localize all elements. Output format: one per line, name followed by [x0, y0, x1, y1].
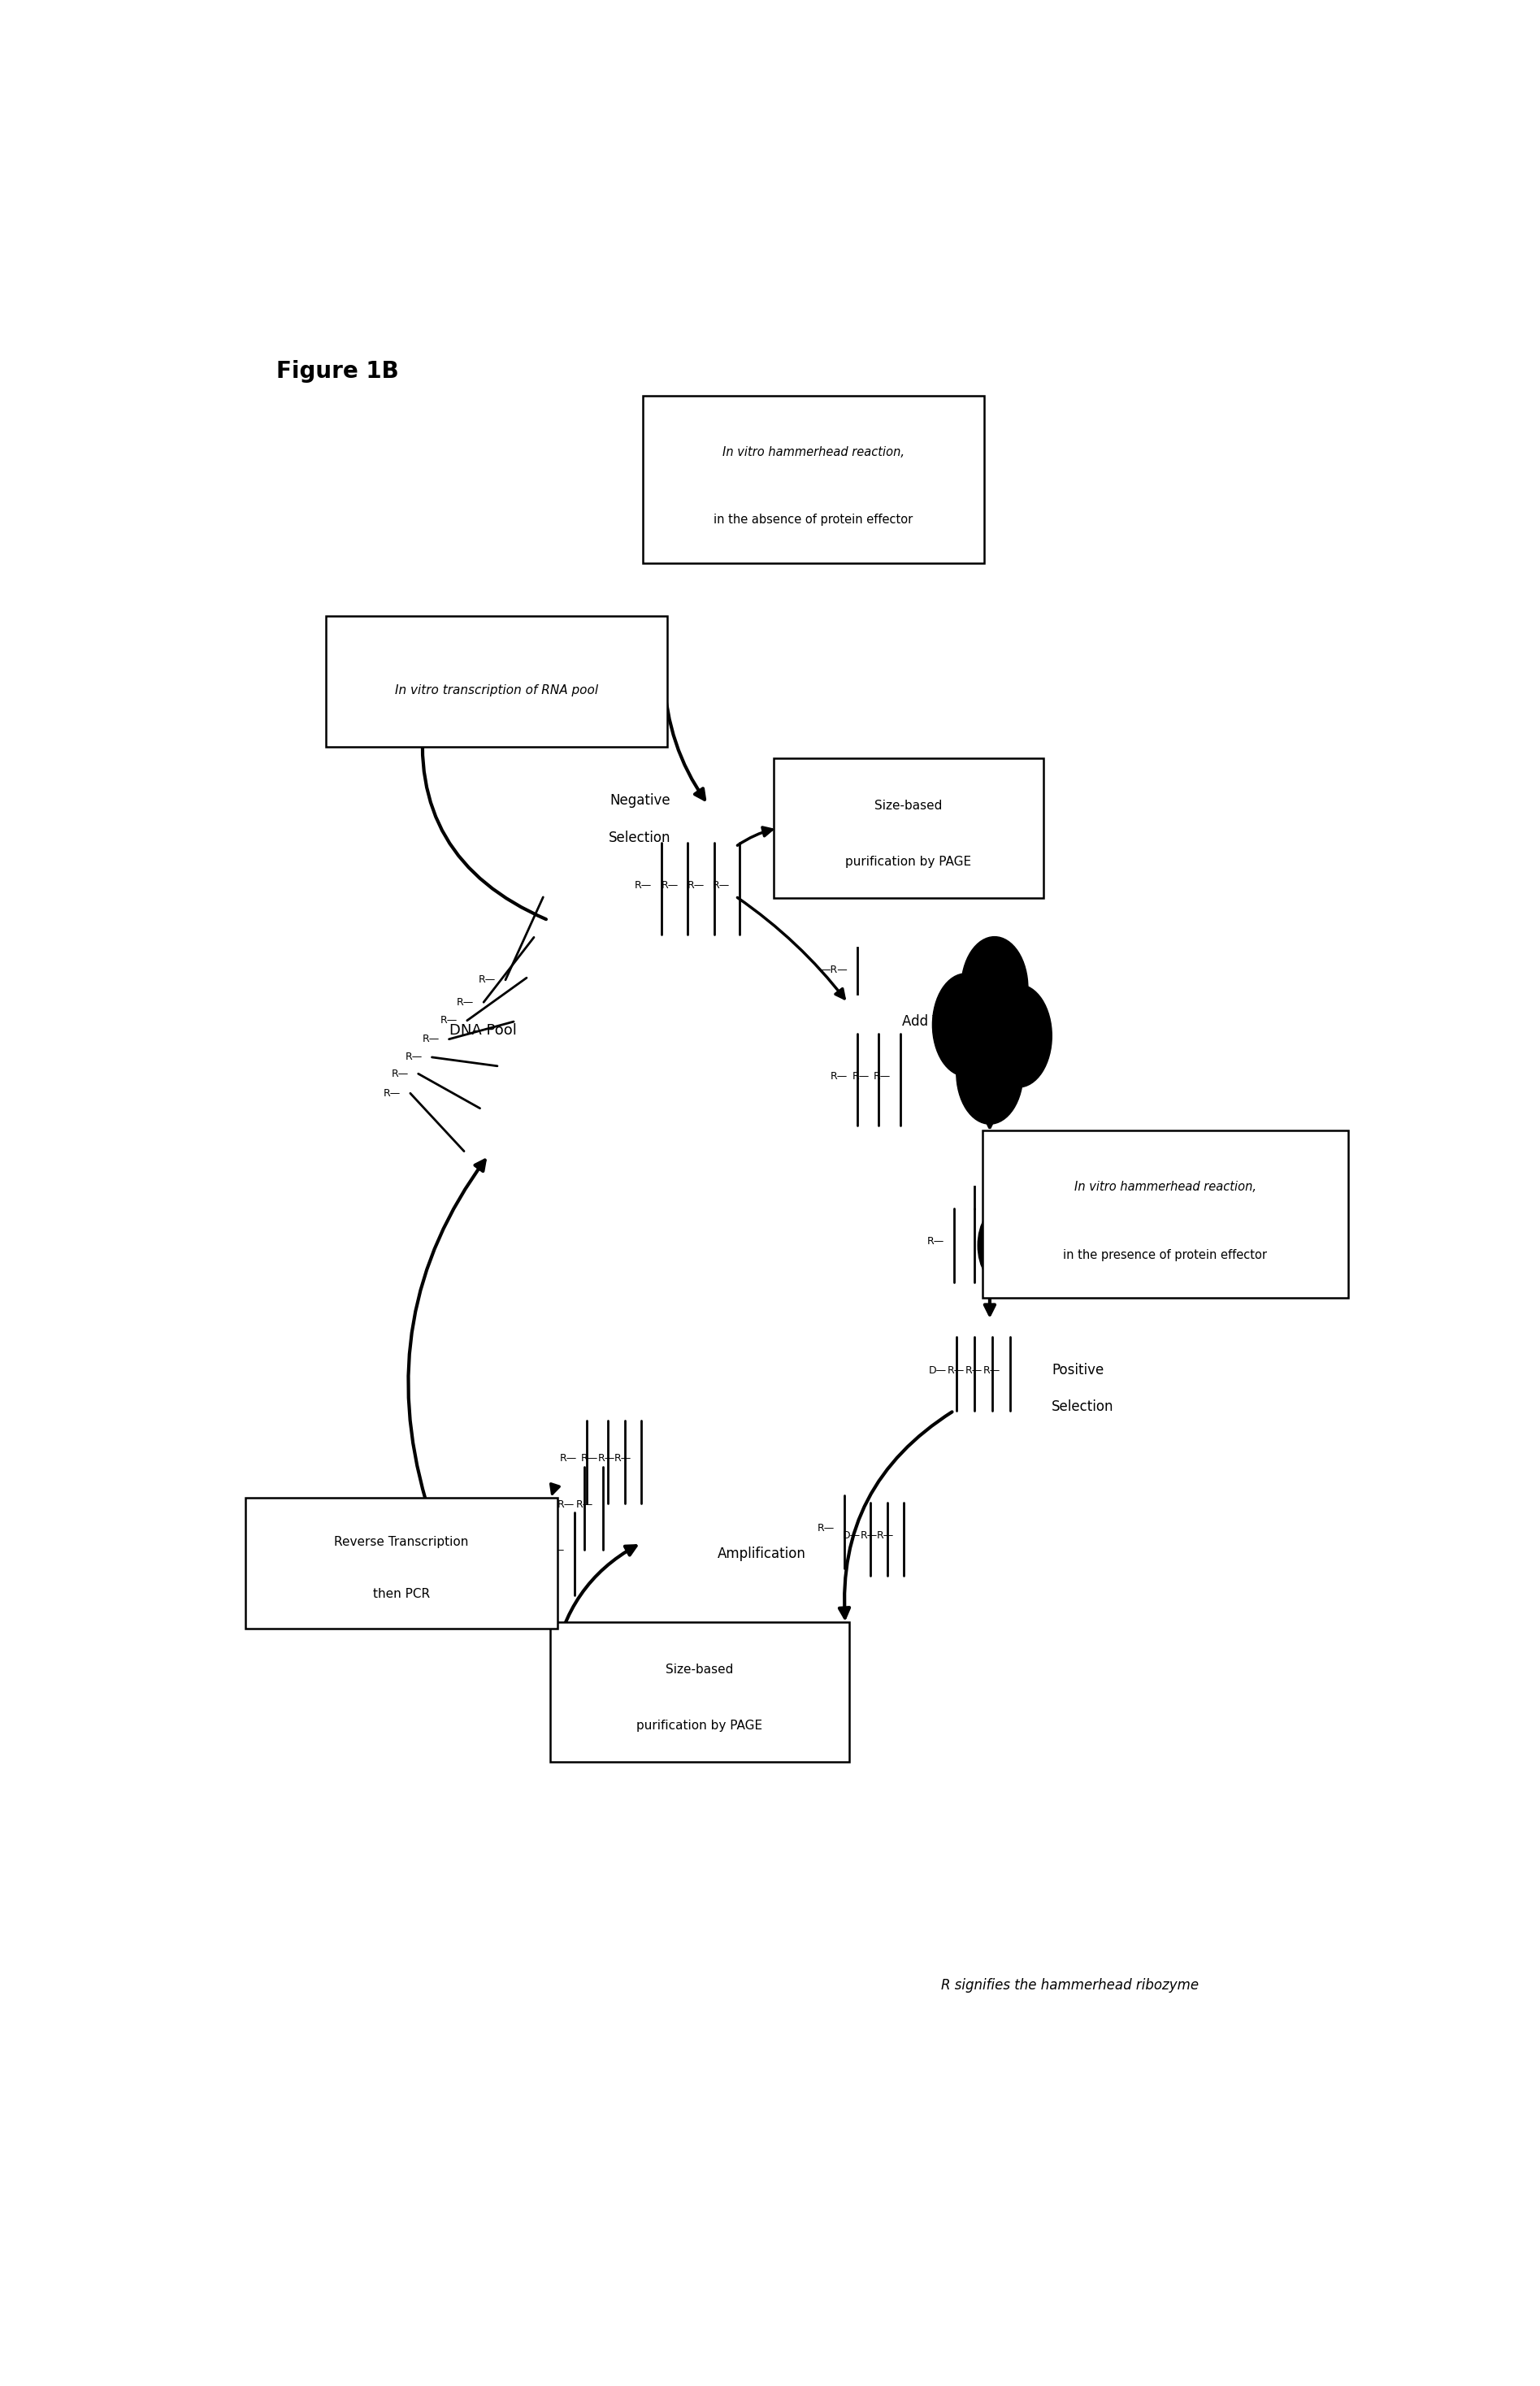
Circle shape	[986, 985, 1052, 1088]
FancyBboxPatch shape	[642, 396, 984, 563]
Text: R—: R—	[548, 1546, 565, 1556]
FancyArrowPatch shape	[408, 1160, 485, 1501]
Text: Selection: Selection	[1052, 1401, 1113, 1415]
Text: R signifies the hammerhead ribozyme: R signifies the hammerhead ribozyme	[941, 1978, 1198, 1992]
Text: D—: D—	[842, 1529, 861, 1541]
Text: R—: R—	[947, 1365, 964, 1377]
Circle shape	[956, 1021, 1023, 1124]
Text: Figure 1B: Figure 1B	[276, 360, 399, 382]
FancyArrowPatch shape	[551, 1484, 559, 1494]
Text: R—: R—	[581, 1453, 598, 1463]
Text: Size-based: Size-based	[875, 799, 942, 811]
Text: R—: R—	[873, 1071, 890, 1081]
Text: Size-based: Size-based	[665, 1663, 733, 1675]
Circle shape	[978, 1205, 1030, 1286]
Text: R—: R—	[383, 1088, 400, 1098]
Text: purification by PAGE: purification by PAGE	[636, 1720, 762, 1732]
Text: In vitro transcription of RNA pool: In vitro transcription of RNA pool	[396, 685, 599, 697]
Text: R—: R—	[861, 1529, 878, 1541]
Text: In vitro hammerhead reaction,: In vitro hammerhead reaction,	[1075, 1181, 1257, 1193]
Text: Positive: Positive	[1052, 1362, 1104, 1377]
Text: —R—: —R—	[821, 964, 847, 976]
Text: R—: R—	[440, 1014, 457, 1026]
Text: D—: D—	[929, 1365, 947, 1377]
Text: R—: R—	[713, 880, 730, 890]
Text: R—: R—	[876, 1529, 895, 1541]
Text: R—: R—	[966, 1365, 983, 1377]
Text: R—: R—	[614, 1453, 631, 1463]
Text: R—: R—	[687, 880, 704, 890]
Text: Reverse Transcription: Reverse Transcription	[334, 1537, 468, 1549]
Text: R—: R—	[422, 1033, 439, 1045]
Text: In vitro hammerhead reaction,: In vitro hammerhead reaction,	[722, 446, 904, 458]
Text: R—: R—	[479, 973, 496, 985]
Text: R—: R—	[391, 1069, 408, 1078]
FancyArrowPatch shape	[738, 897, 844, 1000]
Text: Negative: Negative	[610, 795, 670, 809]
Text: R—: R—	[559, 1453, 578, 1463]
Text: R—: R—	[405, 1052, 422, 1062]
FancyBboxPatch shape	[326, 616, 667, 747]
Text: DNA Pool: DNA Pool	[450, 1024, 516, 1038]
Text: R—: R—	[661, 880, 678, 890]
Text: Add Target: Add Target	[902, 1014, 975, 1028]
Text: R—: R—	[983, 1365, 1001, 1377]
Text: then PCR: then PCR	[373, 1589, 430, 1601]
Text: Amplification: Amplification	[718, 1546, 805, 1560]
Text: R—: R—	[457, 997, 474, 1007]
Text: R—: R—	[830, 1071, 847, 1081]
FancyArrowPatch shape	[664, 678, 705, 799]
FancyArrowPatch shape	[839, 1413, 952, 1618]
FancyArrowPatch shape	[984, 1293, 995, 1315]
Text: R—: R—	[557, 1498, 574, 1510]
Text: in the presence of protein effector: in the presence of protein effector	[1063, 1248, 1267, 1260]
Circle shape	[932, 973, 999, 1076]
FancyArrowPatch shape	[419, 711, 547, 919]
Text: in the absence of protein effector: in the absence of protein effector	[713, 513, 913, 525]
FancyBboxPatch shape	[983, 1131, 1348, 1298]
Text: purification by PAGE: purification by PAGE	[845, 857, 972, 869]
Text: Selection: Selection	[608, 830, 671, 845]
Text: R—: R—	[852, 1071, 869, 1081]
FancyArrowPatch shape	[738, 828, 772, 845]
FancyBboxPatch shape	[550, 1622, 850, 1761]
FancyBboxPatch shape	[245, 1498, 557, 1627]
Text: R—: R—	[818, 1522, 835, 1534]
Text: R—: R—	[634, 880, 651, 890]
Text: R—: R—	[598, 1453, 614, 1463]
FancyArrowPatch shape	[553, 1546, 636, 1665]
Circle shape	[961, 938, 1029, 1040]
FancyBboxPatch shape	[773, 759, 1044, 897]
Text: R—: R—	[927, 1236, 944, 1248]
Text: R—: R—	[576, 1498, 593, 1510]
FancyArrowPatch shape	[984, 1107, 995, 1126]
